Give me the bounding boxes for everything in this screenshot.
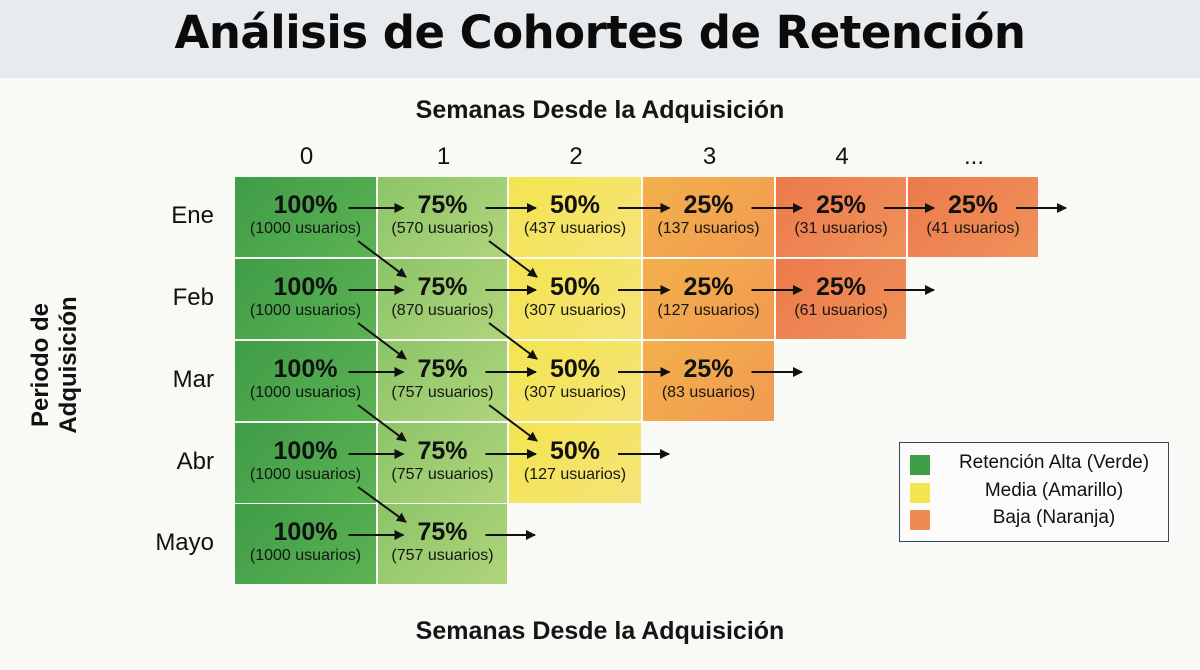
legend-label-low: Baja (Naranja) bbox=[992, 507, 1116, 528]
cohort-cell: 25% (41 usuarios) bbox=[908, 177, 1040, 259]
cohort-label-mayo: Mayo bbox=[155, 529, 214, 556]
cell-percent: 25% bbox=[947, 191, 999, 219]
cell-percent: 25% bbox=[683, 355, 734, 383]
cell-users: (437 usuarios) bbox=[523, 220, 627, 237]
cohort-cell: 25% (127 usuarios) bbox=[643, 259, 776, 341]
cohort-label-feb: Feb bbox=[172, 284, 214, 311]
cell-percent: 75% bbox=[417, 191, 468, 219]
legend-label-medium: Media (Amarillo) bbox=[984, 480, 1124, 501]
cohort-cell: 75% (757 usuarios) bbox=[378, 341, 509, 423]
week-tick-4: 4 bbox=[835, 143, 849, 170]
cell-percent: 75% bbox=[417, 437, 468, 465]
diagonal-arrow bbox=[488, 240, 538, 278]
cell-users: (1000 usuarios) bbox=[249, 384, 362, 401]
week-tick-5: ... bbox=[963, 143, 984, 170]
diagonal-arrow bbox=[357, 322, 407, 360]
cell-users: (307 usuarios) bbox=[523, 302, 627, 319]
legend-swatch-high bbox=[910, 455, 930, 475]
week-tick-0: 0 bbox=[299, 143, 314, 170]
cell-percent: 25% bbox=[683, 273, 734, 301]
x-axis-title-top: Semanas Desde la Adquisición bbox=[415, 96, 785, 124]
week-tick-1: 1 bbox=[436, 143, 451, 170]
chart-title: Análisis de Cohortes de Retención bbox=[174, 6, 1026, 59]
cell-users: (61 usuarios) bbox=[794, 302, 888, 319]
cell-percent: 50% bbox=[549, 437, 601, 465]
cohort-cell: 100% (1000 usuarios) bbox=[235, 177, 378, 259]
cohort-label-ene: Ene bbox=[171, 202, 214, 229]
cohort-cell: 25% (31 usuarios) bbox=[776, 177, 908, 259]
cell-percent: 100% bbox=[273, 273, 338, 301]
cell-users: (1000 usuarios) bbox=[249, 466, 362, 483]
diagonal-arrow bbox=[357, 240, 407, 278]
cell-percent: 50% bbox=[549, 191, 601, 219]
cohort-cell: 25% (61 usuarios) bbox=[776, 259, 908, 341]
cohort-cell: 100% (1000 usuarios) bbox=[235, 423, 378, 505]
cohort-cell: 100% (1000 usuarios) bbox=[235, 259, 378, 341]
cell-percent: 100% bbox=[273, 518, 338, 546]
cell-users: (41 usuarios) bbox=[926, 220, 1020, 237]
cohort-cell: 100% (1000 usuarios) bbox=[235, 504, 378, 586]
legend: Retención Alta (Verde) Media (Amarillo) … bbox=[899, 442, 1169, 542]
cell-percent: 75% bbox=[417, 273, 468, 301]
legend-label-high: Retención Alta (Verde) bbox=[958, 452, 1150, 473]
cell-users: (307 usuarios) bbox=[523, 384, 627, 401]
cell-users: (870 usuarios) bbox=[391, 302, 494, 319]
cell-users: (757 usuarios) bbox=[391, 384, 494, 401]
legend-item-medium: Media (Amarillo) bbox=[910, 479, 1168, 505]
cell-users: (31 usuarios) bbox=[794, 220, 888, 237]
cell-users: (83 usuarios) bbox=[661, 384, 756, 401]
cell-users: (127 usuarios) bbox=[523, 466, 627, 483]
cell-percent: 75% bbox=[417, 518, 468, 546]
cohort-label-abr: Abr bbox=[176, 448, 214, 475]
cell-users: (1000 usuarios) bbox=[249, 220, 362, 237]
cell-users: (757 usuarios) bbox=[391, 547, 494, 564]
cohort-cell: 100% (1000 usuarios) bbox=[235, 341, 378, 423]
diagonal-arrow bbox=[488, 322, 538, 360]
diagonal-arrow bbox=[357, 404, 407, 442]
cohort-label-mar: Mar bbox=[172, 366, 214, 393]
cohort-cell: 25% (83 usuarios) bbox=[643, 341, 776, 423]
cell-users: (757 usuarios) bbox=[391, 466, 494, 483]
cell-percent: 75% bbox=[417, 355, 468, 383]
cohort-cell: 50% (437 usuarios) bbox=[509, 177, 643, 259]
cohort-cell: 25% (137 usuarios) bbox=[643, 177, 776, 259]
legend-item-high: Retención Alta (Verde) bbox=[910, 451, 1168, 477]
cell-percent: 25% bbox=[815, 273, 867, 301]
cohort-cell: 50% (127 usuarios) bbox=[509, 423, 643, 505]
cell-users: (127 usuarios) bbox=[657, 302, 760, 319]
cell-percent: 50% bbox=[549, 273, 601, 301]
diagonal-arrow bbox=[488, 404, 538, 442]
legend-swatch-medium bbox=[910, 483, 930, 503]
cohort-cell: 75% (570 usuarios) bbox=[378, 177, 509, 259]
cell-percent: 25% bbox=[683, 191, 734, 219]
cell-users: (1000 usuarios) bbox=[249, 302, 362, 319]
diagonal-arrow bbox=[357, 486, 407, 523]
title-bar bbox=[0, 0, 1200, 78]
cohort-cell: 50% (307 usuarios) bbox=[509, 341, 643, 423]
cell-percent: 50% bbox=[549, 355, 601, 383]
cell-percent: 100% bbox=[273, 437, 338, 465]
week-tick-3: 3 bbox=[702, 143, 717, 170]
cell-users: (570 usuarios) bbox=[391, 220, 494, 237]
cell-percent: 100% bbox=[273, 355, 338, 383]
legend-swatch-low bbox=[910, 510, 930, 530]
cell-percent: 100% bbox=[273, 191, 338, 219]
x-axis-title-bottom: Semanas Desde la Adquisición bbox=[415, 617, 785, 645]
legend-item-low: Baja (Naranja) bbox=[910, 506, 1168, 532]
cell-percent: 25% bbox=[815, 191, 867, 219]
cell-users: (1000 usuarios) bbox=[249, 547, 362, 564]
week-tick-2: 2 bbox=[569, 143, 583, 170]
cell-users: (137 usuarios) bbox=[657, 220, 760, 237]
